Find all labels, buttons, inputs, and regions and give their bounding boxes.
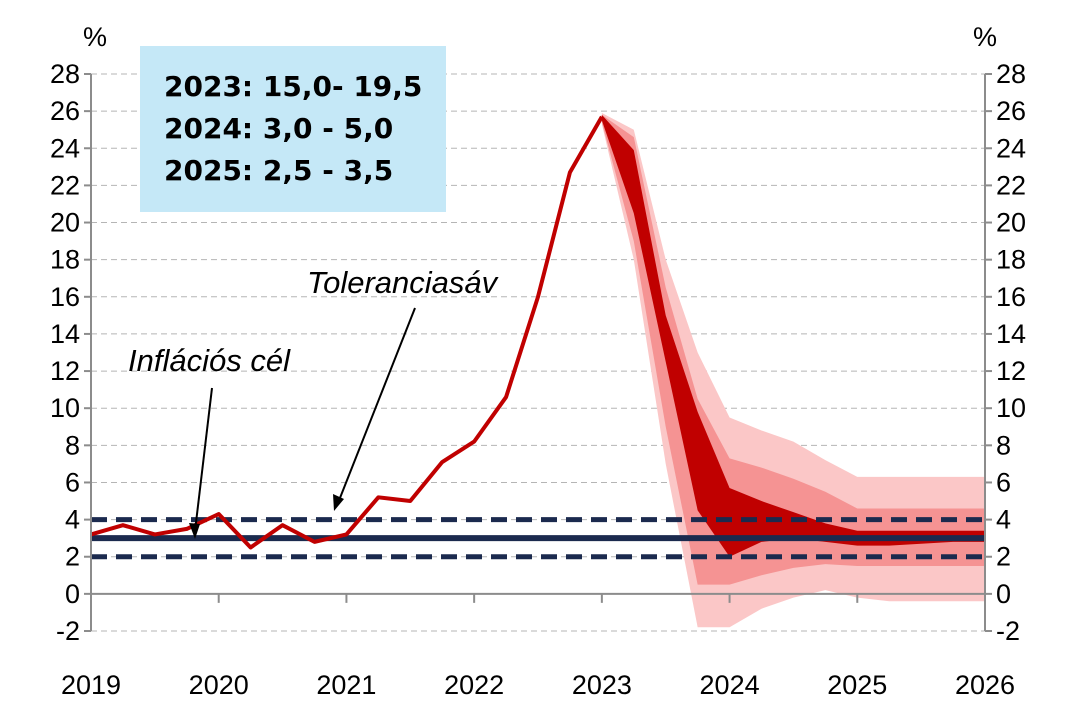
left-y-tick-label: 26	[50, 96, 80, 126]
projection-2024: 2024: 3,0 - 5,0	[164, 112, 394, 145]
right-y-tick-label: 24	[996, 133, 1026, 163]
target-annotation: Inflációs cél	[128, 343, 291, 539]
band-annotation-arrowhead	[333, 494, 344, 511]
right-y-tick-label: 28	[996, 59, 1026, 89]
left-y-tick-label: 14	[50, 319, 80, 349]
left-y-tick-label: 10	[50, 393, 80, 423]
x-tick-label: 2024	[700, 670, 760, 700]
left-y-tick-label: -2	[56, 616, 80, 646]
left-y-tick-label: 8	[65, 430, 80, 460]
projection-range-box: 2023: 15,0- 19,5 2024: 3,0 - 5,0 2025: 2…	[140, 46, 446, 212]
right-y-tick-label: 4	[996, 505, 1011, 535]
projection-2025: 2025: 2,5 - 3,5	[164, 154, 394, 187]
right-y-tick-label: 12	[996, 356, 1026, 386]
left-y-tick-label: 0	[65, 579, 80, 609]
forecast-fan	[601, 112, 985, 628]
band-annotation-label: Toleranciasáv	[307, 265, 499, 300]
left-y-tick-label: 6	[65, 467, 80, 497]
target-annotation-arrow	[194, 387, 213, 532]
left-y-tick-label: 28	[50, 59, 80, 89]
left-unit-label: %	[83, 22, 107, 52]
right-y-tick-label: 18	[996, 245, 1026, 275]
left-y-tick-label: 2	[65, 542, 80, 572]
x-tick-label: 2022	[444, 670, 504, 700]
band-annotation: Toleranciasáv	[307, 265, 499, 511]
right-y-tick-label: 16	[996, 282, 1026, 312]
target-annotation-label: Inflációs cél	[128, 343, 291, 378]
band-annotation-arrow	[337, 307, 416, 504]
x-tick-label: 2020	[189, 670, 249, 700]
x-tick-label: 2025	[827, 670, 887, 700]
fan-inner-band	[601, 114, 985, 557]
left-y-tick-label: 18	[50, 245, 80, 275]
x-tick-label: 2021	[316, 670, 376, 700]
right-y-tick-label: 2	[996, 542, 1011, 572]
target-annotation-arrowhead	[189, 523, 200, 539]
right-y-tick-label: 22	[996, 170, 1026, 200]
right-y-tick-label: 20	[996, 208, 1026, 238]
left-y-tick-label: 22	[50, 170, 80, 200]
right-y-tick-label: 0	[996, 579, 1011, 609]
left-y-tick-label: 24	[50, 133, 80, 163]
x-tick-label: 2019	[61, 670, 121, 700]
right-unit-label: %	[973, 22, 997, 52]
x-tick-label: 2026	[955, 670, 1015, 700]
right-y-tick-label: 26	[996, 96, 1026, 126]
right-y-tick-label: 8	[996, 430, 1011, 460]
left-y-tick-label: 4	[65, 505, 80, 535]
right-y-tick-label: 6	[996, 467, 1011, 497]
left-y-tick-label: 20	[50, 208, 80, 238]
right-y-tick-label: 10	[996, 393, 1026, 423]
right-y-tick-label: 14	[996, 319, 1026, 349]
right-y-tick-label: -2	[996, 616, 1020, 646]
actual-inflation-line	[90, 115, 604, 550]
projection-2023: 2023: 15,0- 19,5	[164, 70, 423, 103]
x-tick-label: 2023	[572, 670, 632, 700]
left-y-tick-label: 12	[50, 356, 80, 386]
left-y-tick-label: 16	[50, 282, 80, 312]
actual-inflation-line-group	[90, 115, 604, 550]
